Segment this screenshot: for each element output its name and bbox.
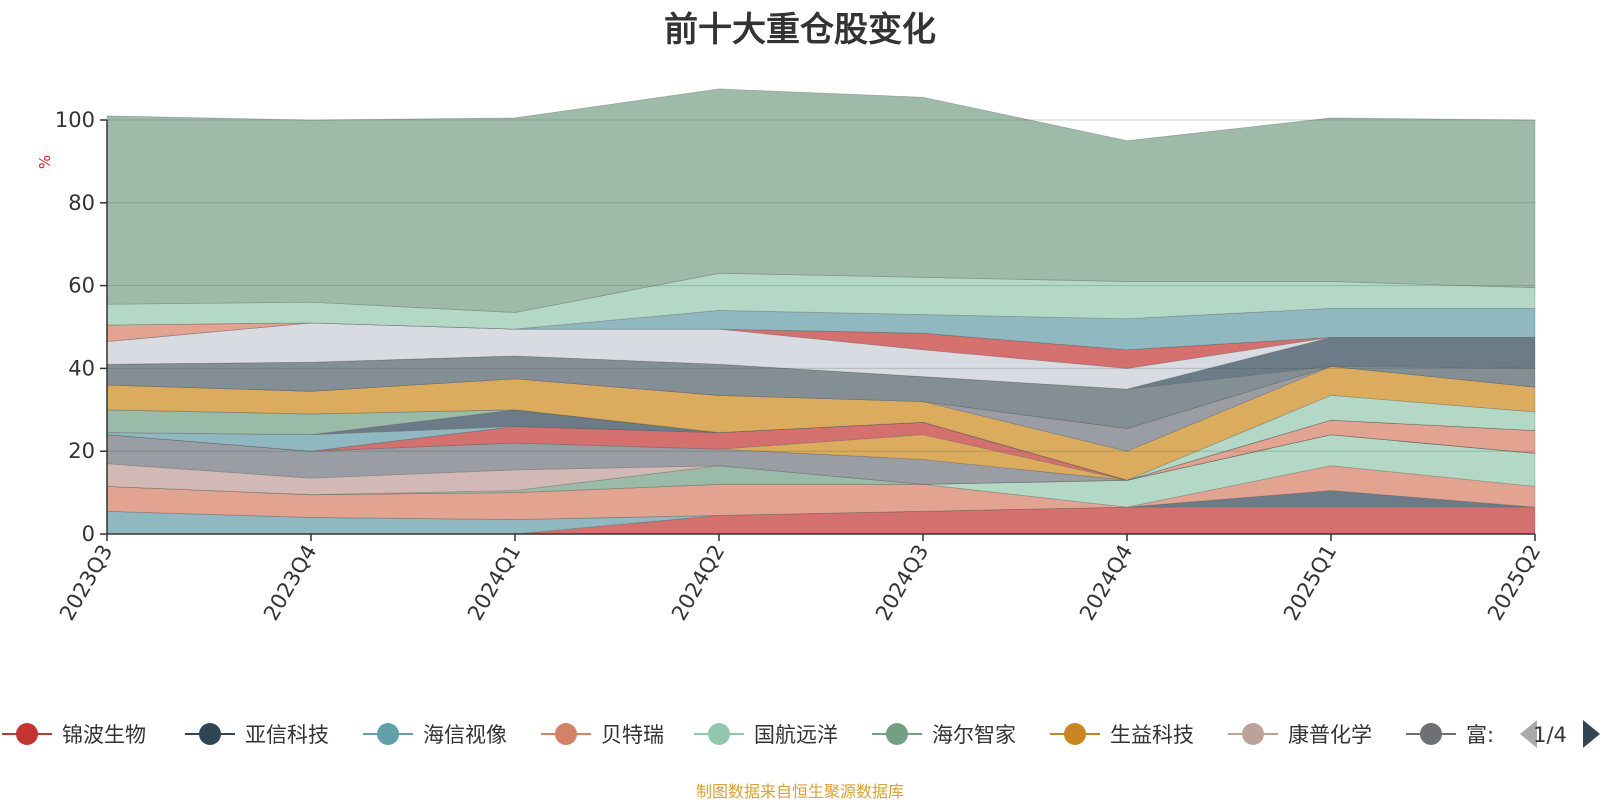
legend-item[interactable]: 生益科技 <box>1050 723 1194 747</box>
legend-label: 康普化学 <box>1288 723 1372 747</box>
legend-item[interactable]: 富: <box>1406 723 1494 747</box>
x-tick-label: 2023Q4 <box>259 541 321 625</box>
area-layer-24 <box>106 272 1536 330</box>
legend-label: 海信视像 <box>423 723 507 747</box>
legend-label: 贝特瑞 <box>601 723 664 747</box>
legend-label: 国航远洋 <box>754 723 838 747</box>
area-layers <box>106 88 1536 535</box>
x-tick-label: 2025Q2 <box>1483 541 1545 625</box>
legend-item[interactable]: 锦波生物 <box>2 723 146 747</box>
legend-page-indicator: 1/4 <box>1533 723 1567 747</box>
y-tick-label: 40 <box>68 356 95 380</box>
legend-prev-page-icon[interactable] <box>1520 720 1537 748</box>
y-tick-label: 60 <box>68 274 95 298</box>
legend: 锦波生物 亚信科技 海信视像 贝特瑞 国航远洋 海尔智家 生益科技 康普化学 富: 1/4 <box>2 720 1600 748</box>
legend-label: 亚信科技 <box>245 723 329 747</box>
x-tick-label: 2024Q2 <box>667 541 729 625</box>
y-tick-label: 0 <box>82 522 95 546</box>
y-axis-unit: % <box>36 155 54 169</box>
area-layer-25 <box>106 88 1536 313</box>
legend-label: 生益科技 <box>1110 723 1194 747</box>
legend-label: 海尔智家 <box>932 723 1016 747</box>
source-note: 制图数据来自恒生聚源数据库 <box>695 782 904 801</box>
legend-item[interactable]: 贝特瑞 <box>541 723 664 747</box>
grid-lines <box>107 119 1535 452</box>
x-tick-label: 2024Q4 <box>1075 541 1137 625</box>
y-tick-label: 20 <box>68 439 95 463</box>
x-tick-label: 2024Q3 <box>871 541 933 625</box>
legend-item[interactable]: 海信视像 <box>363 723 507 747</box>
x-tick-label: 2023Q3 <box>55 541 117 625</box>
x-tick-label: 2025Q1 <box>1279 541 1341 625</box>
y-tick-label: 100 <box>55 108 95 132</box>
area-layer-15 <box>106 365 1536 481</box>
legend-item[interactable]: 国航远洋 <box>694 723 838 747</box>
legend-item[interactable]: 亚信科技 <box>185 723 329 747</box>
legend-label: 富: <box>1466 723 1494 747</box>
chart-title: 前十大重仓股变化 <box>664 10 936 50</box>
legend-item[interactable]: 海尔智家 <box>872 723 1016 747</box>
x-tick-label: 2024Q1 <box>463 541 525 625</box>
y-tick-label: 80 <box>68 191 95 215</box>
legend-next-page-icon[interactable] <box>1583 720 1600 748</box>
legend-label: 锦波生物 <box>62 723 146 747</box>
legend-item[interactable]: 康普化学 <box>1228 723 1372 747</box>
